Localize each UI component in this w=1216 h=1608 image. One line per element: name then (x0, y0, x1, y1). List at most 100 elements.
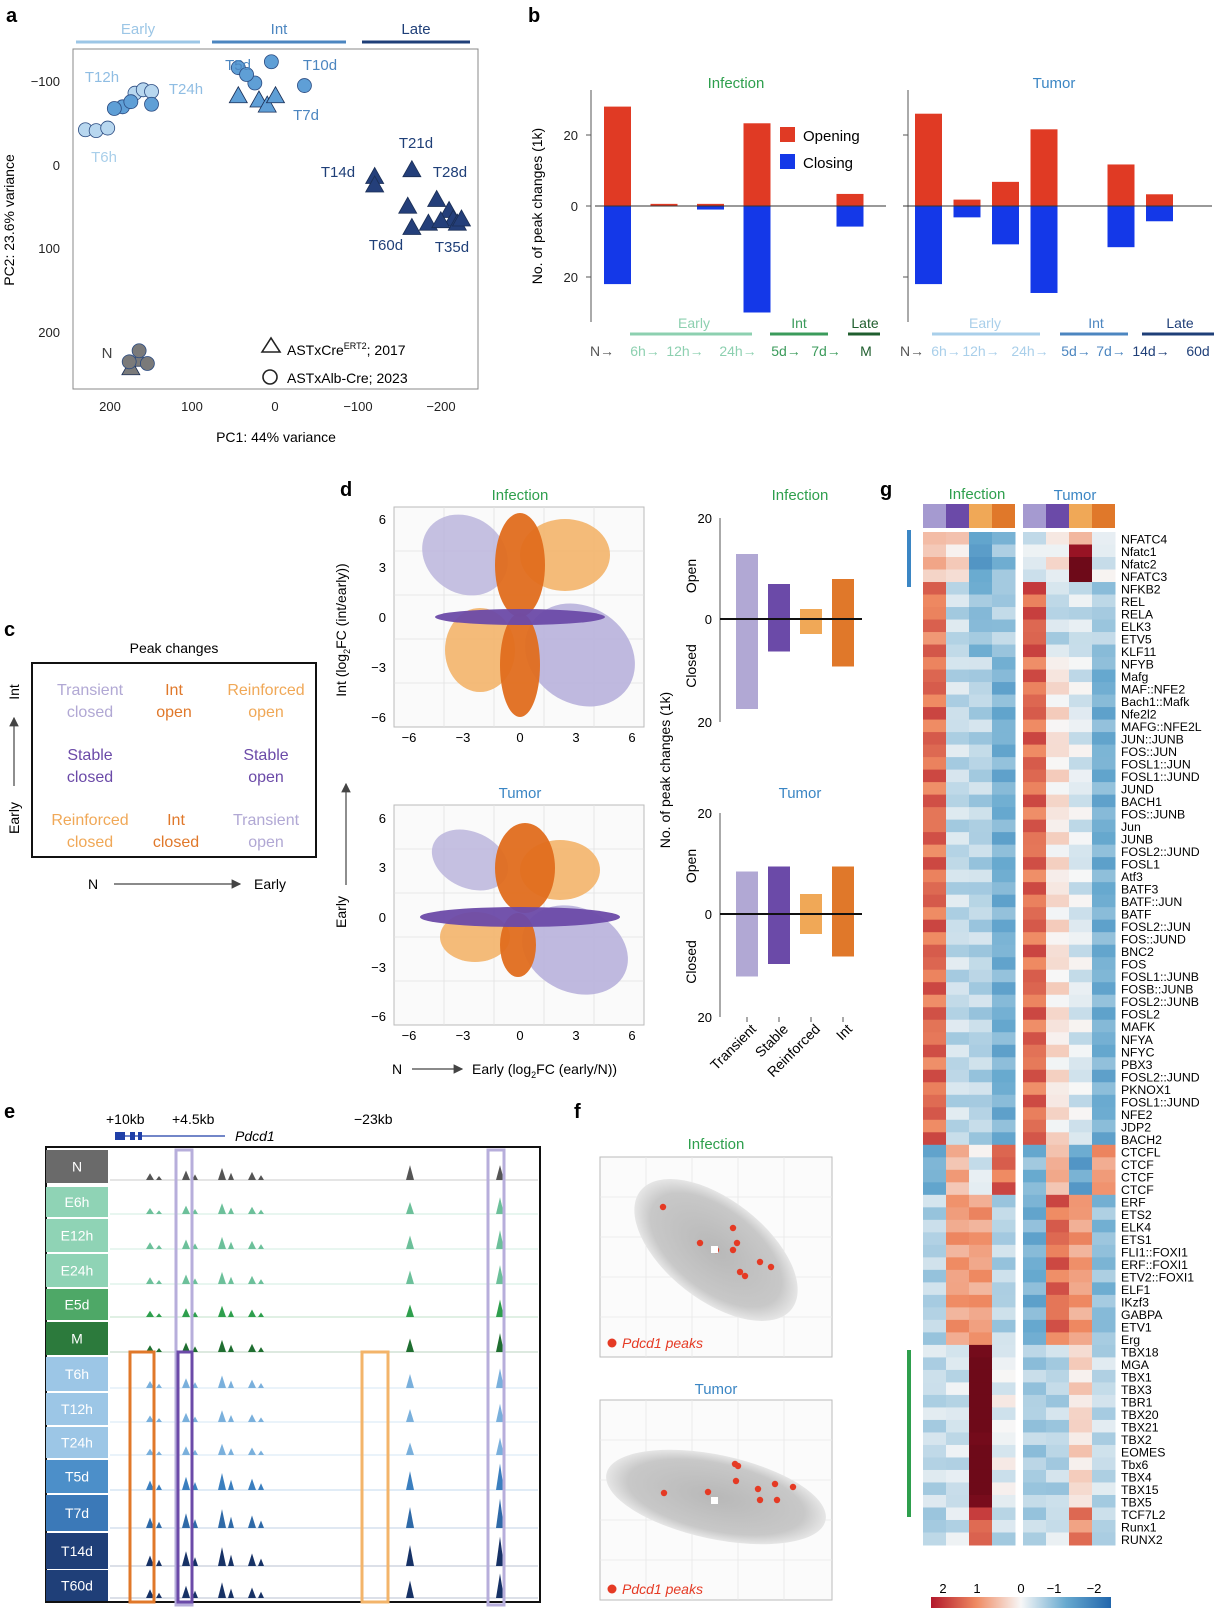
g-heatmap-cell (1046, 894, 1070, 908)
g-heatmap-cell (923, 1069, 947, 1083)
g-heatmap-cell (969, 1244, 993, 1258)
g-heatmap-cell (1092, 1444, 1116, 1458)
g-heatmap-cell (1069, 669, 1093, 683)
d-xtick: 0 (516, 730, 523, 745)
c-title: Peak changes (130, 640, 219, 656)
g-heatmap-cell (992, 907, 1016, 921)
d-ytick: 3 (379, 860, 386, 875)
panel-letter-d: d (340, 479, 352, 501)
e-peak (146, 1208, 154, 1214)
g-heatmap-cell (923, 1382, 947, 1396)
b-infection-bars (604, 106, 864, 313)
f-legend: Pdcd1 peaks (622, 1581, 703, 1597)
panel-e: e +10kb +4.5kb −23kb Pdcd1 N E6h E12h E24h E… (4, 1101, 541, 1607)
g-heatmap-cell (1092, 582, 1116, 596)
d-scatter-infection (422, 513, 635, 717)
g-heatmap-cell (923, 732, 947, 746)
g-heatmap-cell (1046, 1394, 1070, 1408)
g-heatmap-cell (1046, 1182, 1070, 1196)
g-heatmap-cell (1092, 1407, 1116, 1421)
pca-point-labels: T12h T24h T6h T5d T10d T7d T21d T14d T28d T60d T35… (85, 57, 469, 362)
g-heatmap-cell (946, 1107, 970, 1121)
e-peak (182, 1274, 190, 1284)
g-heatmap-cell (1046, 1294, 1070, 1308)
g-heatmap-cell (946, 1032, 970, 1046)
g-heatmap-cell (1023, 669, 1047, 683)
g-heatmap-cell (1023, 969, 1047, 983)
g-heatmap-cell (969, 894, 993, 908)
f-pdcd1-peak-dot (756, 1258, 764, 1266)
g-heatmap-cell (1092, 1332, 1116, 1346)
g-heatmap-cell (923, 757, 947, 771)
g-heatmap-cell (1046, 719, 1070, 733)
pca-point-circle (239, 67, 254, 82)
g-scale-tick: −2 (1087, 1581, 1102, 1596)
e-peak (258, 1347, 264, 1352)
g-heatmap-cell (1023, 582, 1047, 596)
c-yaxis-int: Int (6, 684, 22, 700)
g-heatmap-cell (1092, 1244, 1116, 1258)
g-heatmap-cell (1023, 1344, 1047, 1358)
g-heatmap-cell (1023, 1457, 1047, 1471)
g-heatmap-cell (1046, 794, 1070, 808)
g-gene-label: TBX4 (1121, 1470, 1152, 1484)
g-heatmap-cell (969, 957, 993, 971)
g-heatmap-cell (969, 1307, 993, 1321)
g-heatmap-cell (1023, 1369, 1047, 1383)
g-heatmap-cell (923, 882, 947, 896)
g-gene-label: FOSL2 (1121, 1008, 1160, 1022)
f-origin-marker (711, 1246, 718, 1253)
c-cell-transient-open: Transient open (233, 812, 300, 851)
d-cloud-stable (435, 609, 605, 625)
g-heatmap-cell (1046, 1219, 1070, 1233)
g-heatmap-cell (992, 544, 1016, 558)
g-gene-label: NFATC4 (1121, 533, 1167, 547)
g-heatmap-cell (946, 719, 970, 733)
g-heatmap-cell (992, 1294, 1016, 1308)
d-cloud-int (495, 823, 555, 913)
g-heatmap-cell (1092, 607, 1116, 621)
g-heatmap-cell (1092, 794, 1116, 808)
e-peak (496, 1299, 504, 1317)
g-gene-label: MAF::NFE2 (1121, 683, 1185, 697)
e-peak (406, 1202, 414, 1214)
g-gene-label: Runx1 (1121, 1520, 1157, 1534)
e-peak (258, 1520, 264, 1528)
d-cloud-transient (422, 514, 508, 596)
c-cell-stable-open: Stable open (243, 747, 288, 786)
e-peak (182, 1308, 190, 1317)
opening-bar (743, 123, 771, 206)
g-heatmap-cell (992, 1144, 1016, 1158)
g-heatmap-cell (992, 1282, 1016, 1296)
g-heatmap-cell (969, 944, 993, 958)
e-peak (146, 1589, 154, 1598)
e-peak (228, 1554, 234, 1566)
e-track-label-box (46, 1393, 108, 1425)
g-heatmap-cell (992, 1307, 1016, 1321)
opening-legend-swatch (780, 127, 795, 142)
e-peak (156, 1418, 162, 1422)
b-inf-group-label: Early (678, 315, 710, 331)
b-xtick: 12h→ (666, 343, 703, 359)
g-heatmap-cell (946, 819, 970, 833)
g-gene-label: Erg (1121, 1333, 1140, 1347)
g-heatmap-cell (1023, 869, 1047, 883)
b-tum-group-label: Int (1088, 315, 1104, 331)
g-heatmap-cell (1092, 1344, 1116, 1358)
g-heatmap-cell (923, 1532, 947, 1546)
g-gene-label: ERF (1121, 1195, 1146, 1209)
g-column-header (1092, 504, 1115, 528)
e-track-label-box (46, 1533, 108, 1569)
e-peak (248, 1587, 256, 1598)
g-heatmap-cell (1069, 1007, 1093, 1021)
g-heatmap-cell (1046, 882, 1070, 896)
e-peak (406, 1545, 414, 1566)
g-heatmap-cell (946, 669, 970, 683)
g-heatmap-cell (1069, 1482, 1093, 1496)
e-track-label: T12h (61, 1401, 93, 1417)
g-heatmap-cell (992, 594, 1016, 608)
g-heatmap-cell (923, 619, 947, 633)
d-bar-ytick: 20 (698, 715, 712, 730)
f-pdcd1-dots (659, 1203, 797, 1504)
g-heatmap-cell (1023, 1069, 1047, 1083)
